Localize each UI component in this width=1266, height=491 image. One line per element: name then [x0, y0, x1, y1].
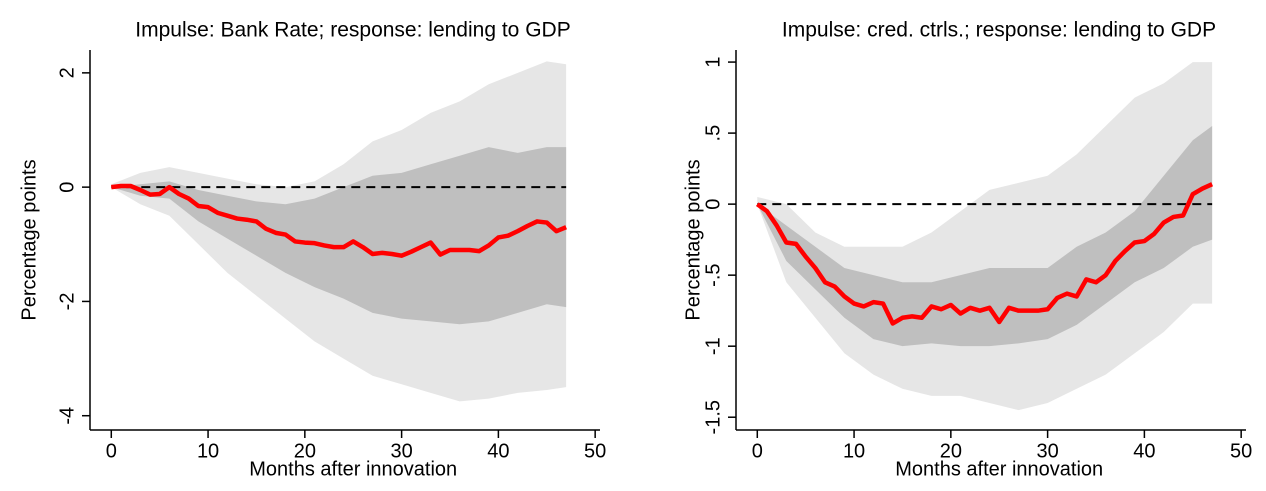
x-tick-label: 0: [752, 440, 763, 462]
x-tick-label: 20: [940, 440, 962, 462]
x-tick-label: 0: [106, 440, 117, 462]
y-tick-label: 1: [702, 57, 724, 68]
y-tick-label: -2: [56, 293, 78, 311]
x-axis-title: Months after innovation: [249, 458, 457, 480]
x-tick-label: 30: [390, 440, 412, 462]
x-tick-label: 50: [584, 440, 606, 462]
chart-title: Impulse: Bank Rate; response: lending to…: [135, 19, 570, 42]
y-axis-title: Percentage points: [18, 159, 40, 320]
chart-title: Impulse: cred. ctrls.; response: lending…: [782, 19, 1216, 42]
x-tick-label: 20: [294, 440, 316, 462]
response-line: [111, 183, 567, 258]
y-tick-label: -4: [56, 407, 78, 425]
y-axis-title: Percentage points: [682, 159, 704, 320]
x-tick-label: 40: [1133, 440, 1155, 462]
x-tick-label: 50: [1230, 440, 1252, 462]
y-tick-label: 2: [56, 67, 78, 78]
x-tick-label: 10: [843, 440, 865, 462]
confidence-band: [757, 126, 1213, 347]
y-tick-label: 0: [702, 199, 724, 210]
y-tick-label: -1.5: [702, 400, 724, 434]
response-line: [755, 182, 1214, 326]
x-tick-label: 30: [1036, 440, 1058, 462]
x-tick-label: 40: [487, 440, 509, 462]
y-tick-label: -1: [702, 337, 724, 355]
x-tick-label: 10: [197, 440, 219, 462]
y-tick-label: .5: [702, 125, 724, 142]
x-axis-title: Months after innovation: [895, 458, 1103, 480]
y-tick-label: -.5: [702, 263, 724, 286]
y-tick-label: 0: [56, 182, 78, 193]
confidence-band: [111, 147, 567, 325]
